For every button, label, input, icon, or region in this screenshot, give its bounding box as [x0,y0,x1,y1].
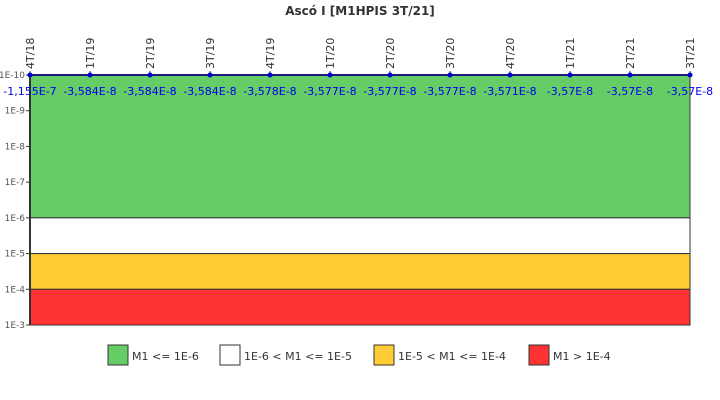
legend-label-0: M1 <= 1E-6 [132,350,199,363]
x-tick-label: 3T/20 [444,38,457,69]
data-point [267,72,273,78]
band-3 [29,288,691,326]
data-label: -3,577E-8 [423,85,476,98]
y-tick-label: 1E-9 [5,107,26,117]
data-label: -1,155E-7 [3,85,56,98]
y-tick-label: 1E-3 [5,321,25,331]
data-label: -3,584E-8 [63,85,116,98]
x-tick-label: 2T/21 [624,38,637,69]
y-tick-label: 1E-8 [5,142,26,152]
data-label: -3,571E-8 [483,85,536,98]
data-point [27,72,33,78]
x-tick-label: 2T/20 [384,38,397,69]
data-label: -3,578E-8 [243,85,296,98]
data-point [507,72,513,78]
y-tick-label: 1E-10 [0,71,25,81]
y-tick-label: 1E-4 [5,285,26,295]
y-tick-label: 1E-7 [5,178,25,188]
data-label: -3,577E-8 [363,85,416,98]
band-0 [29,74,691,219]
legend-swatch-3 [528,344,550,366]
x-tick-label: 3T/19 [204,38,217,69]
data-point [687,72,693,78]
x-tick-label: 1T/19 [84,38,97,69]
data-label: -3,57E-8 [667,85,713,98]
data-label: -3,584E-8 [183,85,236,98]
chart-title: Ascó I [M1HPIS 3T/21] [285,4,435,18]
data-point [87,72,93,78]
x-tick-label: 4T/19 [264,38,277,69]
data-label: -3,577E-8 [303,85,356,98]
legend-label-1: 1E-6 < M1 <= 1E-5 [244,350,352,363]
legend-label-2: 1E-5 < M1 <= 1E-4 [398,350,506,363]
legend-swatch-0 [107,344,129,366]
x-tick-label: 1T/20 [324,38,337,69]
legend-label-3: M1 > 1E-4 [553,350,611,363]
data-point [627,72,633,78]
legend-swatch-2 [373,344,395,366]
data-label: -3,57E-8 [547,85,593,98]
band-2 [29,253,691,290]
data-point [447,72,453,78]
x-tick-label: 4T/20 [504,38,517,69]
y-tick-label: 1E-6 [5,214,26,224]
data-point [567,72,573,78]
x-tick-label: 4T/18 [24,38,37,69]
x-tick-label: 2T/19 [144,38,157,69]
data-label: -3,584E-8 [123,85,176,98]
band-1 [29,217,691,255]
x-tick-label: 1T/21 [564,38,577,69]
data-point [327,72,333,78]
data-point [207,72,213,78]
x-tick-label: 3T/21 [684,38,697,69]
y-tick-label: 1E-5 [5,250,25,260]
data-label: -3,57E-8 [607,85,653,98]
data-point [387,72,393,78]
legend-swatch-1 [219,344,241,366]
data-point [147,72,153,78]
